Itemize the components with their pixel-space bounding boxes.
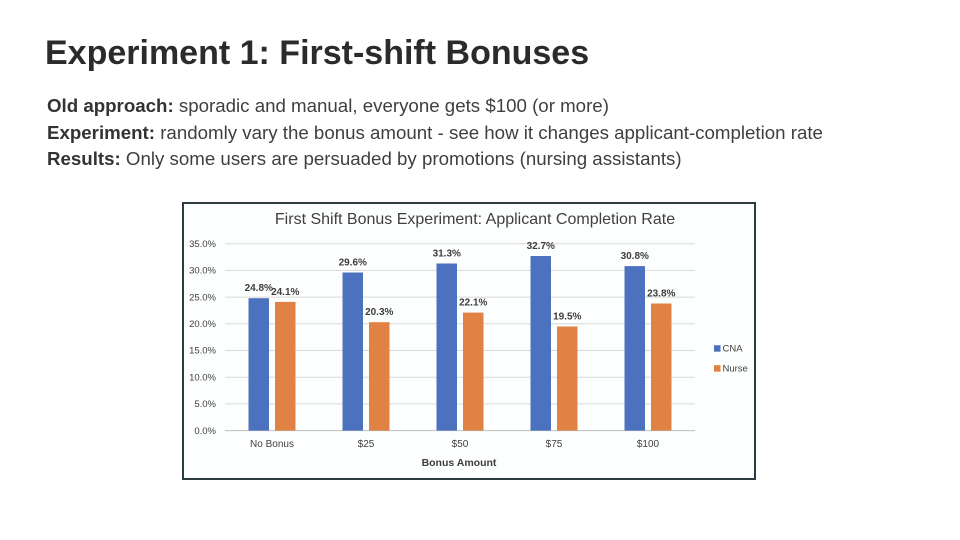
svg-text:22.1%: 22.1% [459, 298, 487, 309]
svg-text:CNA: CNA [723, 344, 744, 355]
svg-text:$50: $50 [452, 439, 469, 450]
svg-text:5.0%: 5.0% [194, 399, 216, 410]
svg-text:20.3%: 20.3% [365, 307, 393, 318]
svg-text:23.8%: 23.8% [647, 289, 675, 300]
svg-text:31.3%: 31.3% [433, 249, 461, 260]
svg-text:First Shift Bonus Experiment:: First Shift Bonus Experiment: Applicant … [275, 211, 675, 228]
svg-text:Nurse: Nurse [723, 364, 748, 375]
svg-text:24.1%: 24.1% [271, 287, 299, 298]
svg-text:29.6%: 29.6% [339, 258, 367, 269]
svg-text:25.0%: 25.0% [189, 292, 216, 303]
svg-text:Bonus Amount: Bonus Amount [422, 457, 497, 469]
svg-text:15.0%: 15.0% [189, 346, 216, 357]
svg-text:19.5%: 19.5% [553, 312, 581, 323]
svg-text:0.0%: 0.0% [194, 426, 216, 437]
svg-text:24.8%: 24.8% [245, 283, 273, 294]
svg-text:No Bonus: No Bonus [250, 439, 294, 450]
svg-text:$75: $75 [546, 439, 563, 450]
svg-text:20.0%: 20.0% [189, 319, 216, 330]
svg-text:$25: $25 [358, 439, 375, 450]
svg-text:10.0%: 10.0% [189, 372, 216, 383]
svg-text:32.7%: 32.7% [527, 241, 555, 252]
svg-text:35.0%: 35.0% [189, 239, 216, 250]
svg-text:30.8%: 30.8% [621, 251, 649, 262]
svg-text:$100: $100 [637, 439, 660, 450]
svg-text:30.0%: 30.0% [189, 266, 216, 277]
